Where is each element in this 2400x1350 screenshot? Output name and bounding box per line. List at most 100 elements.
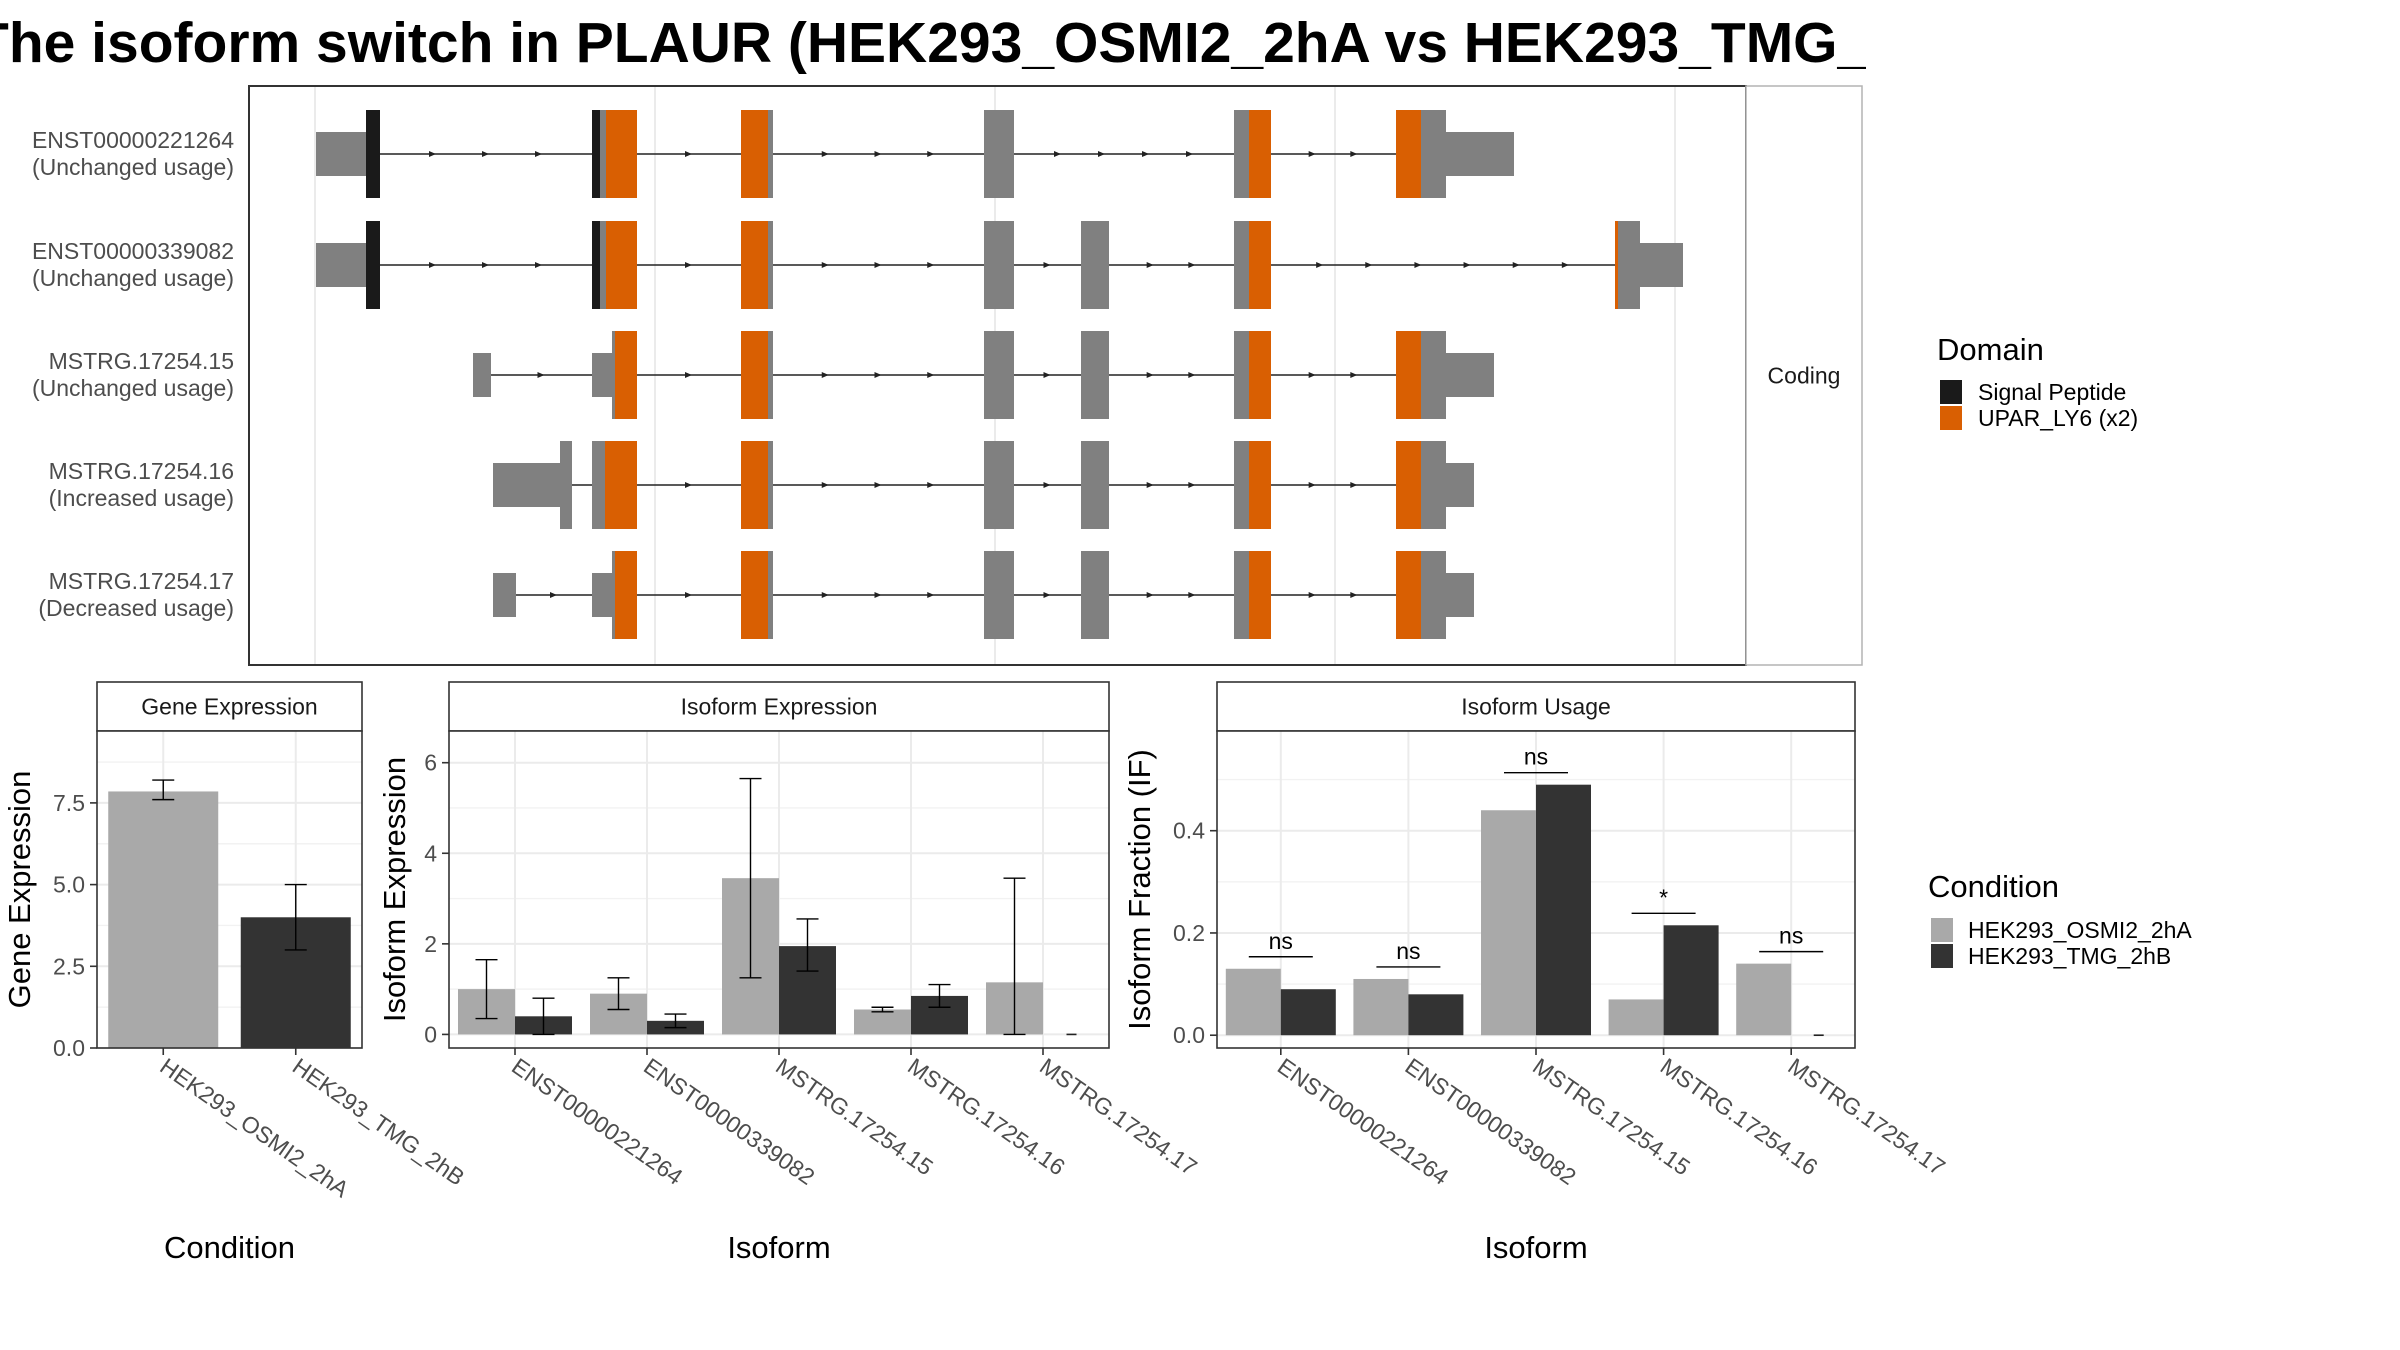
intron-arrow bbox=[1308, 372, 1316, 378]
intron-arrow bbox=[927, 372, 935, 378]
structure-panel: ENST00000221264(Unchanged usage)ENST0000… bbox=[32, 85, 1863, 666]
intron-arrow bbox=[927, 262, 935, 268]
intron-arrow bbox=[874, 262, 882, 268]
intron-arrow bbox=[821, 372, 829, 378]
intron-arrow bbox=[685, 372, 692, 378]
exon-block bbox=[1234, 221, 1249, 309]
intron-arrow bbox=[482, 262, 489, 268]
y-tick-label: 0 bbox=[424, 1021, 437, 1047]
y-tick-label: 0.0 bbox=[1173, 1022, 1205, 1048]
bar bbox=[1225, 968, 1281, 1036]
intron-arrow bbox=[1316, 262, 1324, 268]
intron-arrow bbox=[1308, 151, 1316, 157]
significance-label: ns bbox=[1524, 744, 1548, 770]
intron-arrow bbox=[874, 151, 882, 157]
condition-legend-label: HEK293_TMG_2hB bbox=[1968, 943, 2171, 969]
exon-block bbox=[1081, 441, 1109, 529]
bar bbox=[1608, 999, 1664, 1036]
exon-block bbox=[1421, 331, 1446, 419]
bar bbox=[1280, 989, 1336, 1036]
intron-arrow bbox=[1308, 592, 1316, 598]
exon-block bbox=[316, 132, 366, 176]
transcript-row bbox=[493, 551, 1474, 639]
y-tick-label: 0.2 bbox=[1173, 920, 1205, 946]
bar bbox=[1663, 925, 1719, 1036]
bar bbox=[1353, 978, 1409, 1036]
exon-block bbox=[984, 331, 1014, 419]
exon-block bbox=[592, 353, 612, 397]
uparly6-domain-segment bbox=[741, 441, 768, 529]
y-tick-label: 0.0 bbox=[53, 1035, 85, 1061]
transcript-usage-label: (Unchanged usage) bbox=[32, 375, 234, 401]
transcript-label: MSTRG.17254.15 bbox=[49, 348, 234, 374]
x-axis-title: Isoform bbox=[1484, 1230, 1587, 1265]
y-axis-title: Gene Expression bbox=[2, 771, 37, 1009]
transcript-usage-label: (Unchanged usage) bbox=[32, 154, 234, 180]
intron-arrow bbox=[1463, 262, 1471, 268]
exon-block bbox=[768, 441, 773, 529]
intron-arrow bbox=[927, 482, 935, 488]
exon-block bbox=[1421, 441, 1446, 529]
intron-arrow bbox=[821, 482, 829, 488]
uparly6-domain-segment bbox=[1396, 110, 1421, 198]
domain-legend-label: UPAR_LY6 (x2) bbox=[1978, 405, 2138, 431]
uparly6-domain-segment bbox=[741, 221, 768, 309]
intron-arrow bbox=[535, 151, 542, 157]
domain-legend-title: Domain bbox=[1937, 332, 2044, 367]
exon-block bbox=[493, 463, 560, 507]
panel-strip bbox=[96, 681, 363, 732]
bar bbox=[1536, 784, 1591, 1036]
exon-block bbox=[600, 221, 606, 309]
intron-arrow bbox=[1365, 262, 1373, 268]
transcript-usage-label: (Increased usage) bbox=[49, 485, 234, 511]
y-axis-title: Isoform Fraction (IF) bbox=[1122, 749, 1157, 1030]
facet-strip-label: Coding bbox=[1768, 363, 1841, 389]
exon-block bbox=[1234, 110, 1249, 198]
signal-peptide-segment bbox=[366, 110, 380, 198]
intron-arrow bbox=[429, 151, 436, 157]
transcript-label: ENST00000221264 bbox=[32, 127, 234, 153]
signal-peptide-segment bbox=[592, 110, 600, 198]
exon-block bbox=[984, 110, 1014, 198]
intron-arrow bbox=[685, 482, 692, 488]
domain-legend-swatch bbox=[1940, 380, 1962, 404]
y-tick-label: 5.0 bbox=[53, 872, 85, 898]
intron-arrow bbox=[1043, 592, 1051, 598]
intron-arrow bbox=[1146, 262, 1154, 268]
domain-legend-swatch bbox=[1940, 406, 1962, 430]
intron-arrow bbox=[1043, 372, 1051, 378]
exon-block bbox=[984, 551, 1014, 639]
uparly6-domain-segment bbox=[1615, 221, 1618, 309]
exon-block bbox=[768, 221, 773, 309]
intron-arrow bbox=[1054, 151, 1061, 157]
intron-arrow bbox=[821, 262, 829, 268]
y-tick-label: 6 bbox=[424, 750, 437, 776]
y-tick-label: 2 bbox=[424, 931, 437, 957]
intron-arrow bbox=[1350, 482, 1358, 488]
exon-block bbox=[612, 331, 615, 419]
transcript-label: MSTRG.17254.16 bbox=[49, 458, 234, 484]
transcript-row bbox=[316, 110, 1514, 198]
intron-arrow bbox=[1146, 372, 1154, 378]
panel-border bbox=[96, 730, 363, 1049]
panel-border bbox=[448, 730, 1110, 1049]
exon-block bbox=[1234, 551, 1249, 639]
exon-block bbox=[592, 441, 605, 529]
intron-arrow bbox=[1350, 151, 1358, 157]
y-tick-label: 7.5 bbox=[53, 790, 85, 816]
transcript-usage-label: (Decreased usage) bbox=[38, 595, 234, 621]
signal-peptide-segment bbox=[366, 221, 380, 309]
condition-legend-swatch bbox=[1931, 918, 1953, 942]
uparly6-domain-segment bbox=[1396, 441, 1421, 529]
intron-arrow bbox=[535, 262, 542, 268]
exon-block bbox=[1081, 551, 1109, 639]
intron-arrow bbox=[874, 482, 882, 488]
exon-block bbox=[984, 441, 1014, 529]
exon-block bbox=[1421, 551, 1446, 639]
uparly6-domain-segment bbox=[1249, 221, 1271, 309]
panel-border bbox=[1216, 730, 1856, 1049]
transcript-row bbox=[473, 331, 1494, 419]
exon-block bbox=[984, 221, 1014, 309]
intron-arrow bbox=[927, 151, 935, 157]
